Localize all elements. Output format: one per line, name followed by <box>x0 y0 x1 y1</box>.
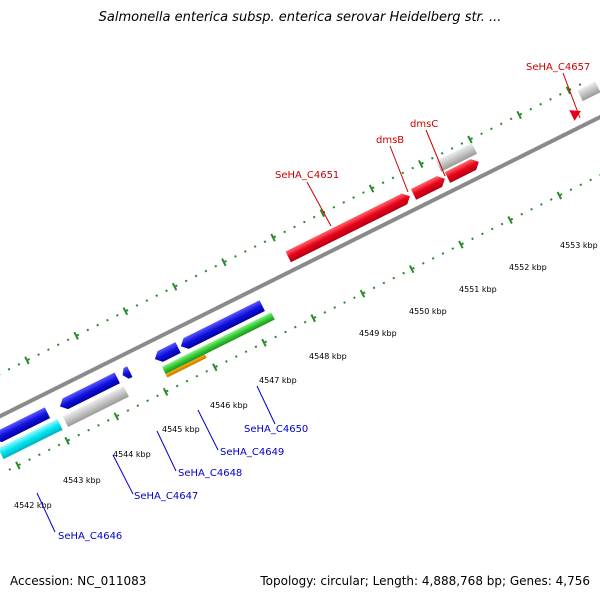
outer-major-ticks <box>24 86 572 365</box>
gene-grey-far[interactable] <box>577 81 600 102</box>
major-tick <box>113 412 119 421</box>
gene-green[interactable] <box>161 312 275 374</box>
gene-dmsb[interactable] <box>410 173 448 200</box>
label-dmsb[interactable]: dmsB <box>376 135 404 146</box>
major-tick <box>270 233 276 242</box>
gene-grey-upper[interactable] <box>435 143 478 172</box>
gene-grey-lower[interactable] <box>62 385 129 428</box>
inner-major-ticks <box>15 191 562 470</box>
major-tick <box>565 86 572 95</box>
major-tick <box>221 258 227 267</box>
scale-label: 4549 kbp <box>359 329 397 338</box>
scale-label: 4550 kbp <box>409 307 447 316</box>
top-gene-labels: SeHA_C4651 dmsB dmsC SeHA_C4657 <box>275 62 590 227</box>
gene-blue-2[interactable] <box>57 372 120 412</box>
scale-label: 4545 kbp <box>162 425 200 434</box>
major-tick <box>359 289 366 298</box>
major-tick <box>507 216 513 225</box>
scale-label: 4548 kbp <box>309 352 347 361</box>
reverse-strand-genes <box>0 300 265 445</box>
scale-label: 4553 kbp <box>560 241 598 250</box>
scale-label: 4542 kbp <box>14 501 52 510</box>
scale-label: 4547 kbp <box>259 376 297 385</box>
scale-label: 4551 kbp <box>459 285 497 294</box>
backbone-line <box>0 109 600 435</box>
reverse-strand-genes-row2 <box>0 312 275 460</box>
major-tick <box>467 135 473 144</box>
scale-labels: 4542 kbp 4543 kbp 4544 kbp 4545 kbp 4546… <box>14 241 598 510</box>
label-sehac4650[interactable]: SeHA_C4650 <box>244 424 308 435</box>
accession-text: Accession: NC_011083 <box>10 574 147 588</box>
label-sehac4647[interactable]: SeHA_C4647 <box>134 491 198 502</box>
gene-orange[interactable] <box>164 352 207 378</box>
scale-label: 4543 kbp <box>63 476 101 485</box>
gene-sehac4651[interactable] <box>285 191 413 263</box>
scale-label: 4544 kbp <box>113 450 151 459</box>
map-title: Salmonella enterica subsp. enterica sero… <box>98 10 502 25</box>
label-sehac4651[interactable]: SeHA_C4651 <box>275 170 339 181</box>
major-tick <box>261 338 267 347</box>
gene-blue-small[interactable] <box>120 366 133 380</box>
gene-blue-1[interactable] <box>0 407 51 445</box>
label-sehac4648[interactable]: SeHA_C4648 <box>178 468 242 479</box>
major-tick <box>24 356 30 365</box>
major-tick <box>73 331 79 340</box>
gene-dmsc[interactable] <box>444 156 482 183</box>
major-tick <box>556 191 562 200</box>
label-dmsc[interactable]: dmsC <box>410 119 438 130</box>
genome-stats-text: Topology: circular; Length: 4,888,768 bp… <box>260 574 590 588</box>
outer-tick-ring <box>0 80 587 391</box>
major-tick <box>368 184 375 193</box>
forward-strand-genes <box>285 81 600 263</box>
scale-label: 4552 kbp <box>509 263 547 272</box>
major-tick <box>408 265 415 274</box>
label-sehac4657[interactable]: SeHA_C4657 <box>526 62 590 73</box>
major-tick <box>171 282 178 291</box>
major-tick <box>458 240 464 249</box>
major-tick <box>319 209 325 218</box>
bottom-gene-labels: SeHA_C4646 SeHA_C4647 SeHA_C4648 SeHA_C4… <box>36 385 308 542</box>
gene-blue-4[interactable] <box>178 300 265 351</box>
label-sehac4646[interactable]: SeHA_C4646 <box>58 531 122 542</box>
major-tick <box>418 159 424 169</box>
scale-label: 4546 kbp <box>210 401 248 410</box>
major-tick <box>122 307 129 316</box>
major-tick <box>64 436 70 445</box>
major-tick <box>212 363 218 372</box>
label-sehac4649[interactable]: SeHA_C4649 <box>220 447 284 458</box>
gene-blue-3[interactable] <box>152 342 181 364</box>
major-tick <box>162 387 169 396</box>
major-tick <box>15 461 21 470</box>
major-tick <box>516 110 522 119</box>
gene-cyan[interactable] <box>0 418 63 460</box>
major-tick <box>310 314 316 323</box>
